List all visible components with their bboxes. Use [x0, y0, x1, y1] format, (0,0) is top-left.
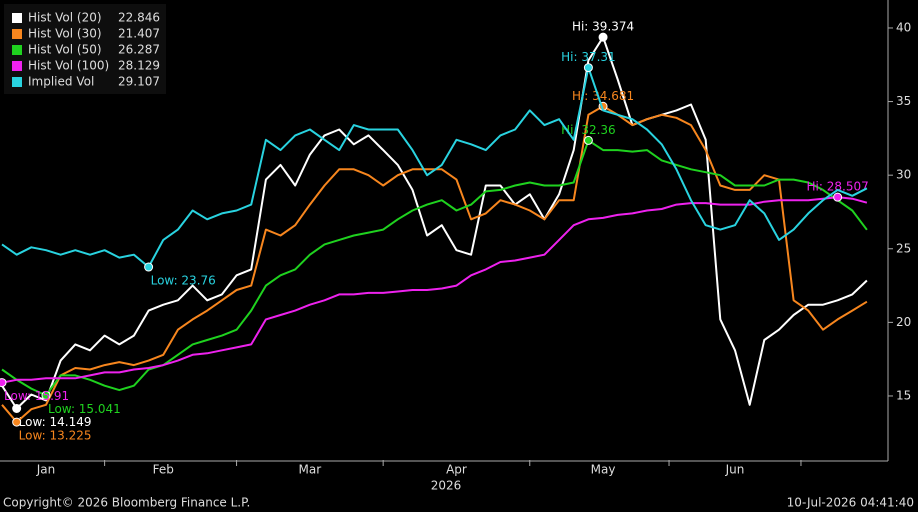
annotation-label: Hi: 37.31 [561, 50, 616, 64]
legend-swatch [12, 61, 22, 71]
x-axis-label: 2026 [431, 479, 462, 493]
annotation-label: Hi: 34.681 [572, 89, 634, 103]
x-tick-label: Feb [153, 463, 174, 477]
x-tick-label: Jan [36, 463, 56, 477]
legend-swatch [12, 29, 22, 39]
x-tick-label: Mar [299, 463, 322, 477]
legend-label: Hist Vol (20) [28, 11, 102, 25]
annotation-dot [583, 63, 593, 73]
legend-label: Hist Vol (50) [28, 43, 102, 57]
legend: Hist Vol (20) 22.846 Hist Vol (30) 21.407 Hi… [4, 4, 166, 94]
plot-area: Hi: 39.374 Low: 14.149 Hi: 34.681 Low: 13.2… [0, 20, 869, 443]
y-tick-label: 40 [896, 20, 911, 34]
x-tick-label: May [591, 463, 616, 477]
y-tick-label: 25 [896, 241, 911, 255]
annotation-label: Low: 14.149 [19, 415, 92, 429]
copyright: Copyright© 2026 Bloomberg Finance L.P. [3, 496, 250, 510]
legend-label: Hist Vol (30) [28, 27, 102, 41]
annotation-dot [833, 192, 843, 202]
annotation-label: Hi: 39.374 [572, 20, 634, 34]
annotation-label: Low: 15.91 [4, 389, 69, 403]
series-line [1, 36, 868, 410]
x-tick-label: Jun [725, 463, 745, 477]
legend-background [4, 4, 166, 94]
annotation-label: Hi: 28.507 [807, 180, 869, 194]
legend-swatch [12, 13, 22, 23]
legend-value: 22.846 [118, 11, 160, 25]
annotation-dot [0, 378, 7, 388]
legend-swatch [12, 77, 22, 87]
series-line [1, 196, 868, 384]
legend-label: Hist Vol (100) [28, 59, 109, 73]
x-tick-label: Apr [446, 463, 467, 477]
series-line [1, 139, 868, 397]
legend-value: 29.107 [118, 75, 160, 89]
annotation-dot [12, 403, 22, 413]
legend-value: 21.407 [118, 27, 160, 41]
annotation-label: Low: 15.041 [48, 402, 121, 416]
legend-swatch [12, 45, 22, 55]
annotation-dot [12, 417, 22, 427]
annotation-dot [41, 390, 51, 400]
legend-value: 26.287 [118, 43, 160, 57]
annotation-label: Low: 23.76 [151, 274, 216, 288]
legend-label: Implied Vol [28, 75, 94, 89]
annotation-dot [583, 135, 593, 145]
annotation-dot [144, 262, 154, 272]
y-tick-label: 30 [896, 168, 911, 182]
y-tick-label: 15 [896, 388, 911, 402]
y-tick-label: 35 [896, 94, 911, 108]
legend-value: 28.129 [118, 59, 160, 73]
annotation-label: Low: 13.225 [19, 429, 92, 443]
annotation-dot [598, 32, 608, 42]
y-tick-label: 20 [896, 315, 911, 329]
timestamp: 10-Jul-2026 04:41:40 [787, 496, 914, 510]
